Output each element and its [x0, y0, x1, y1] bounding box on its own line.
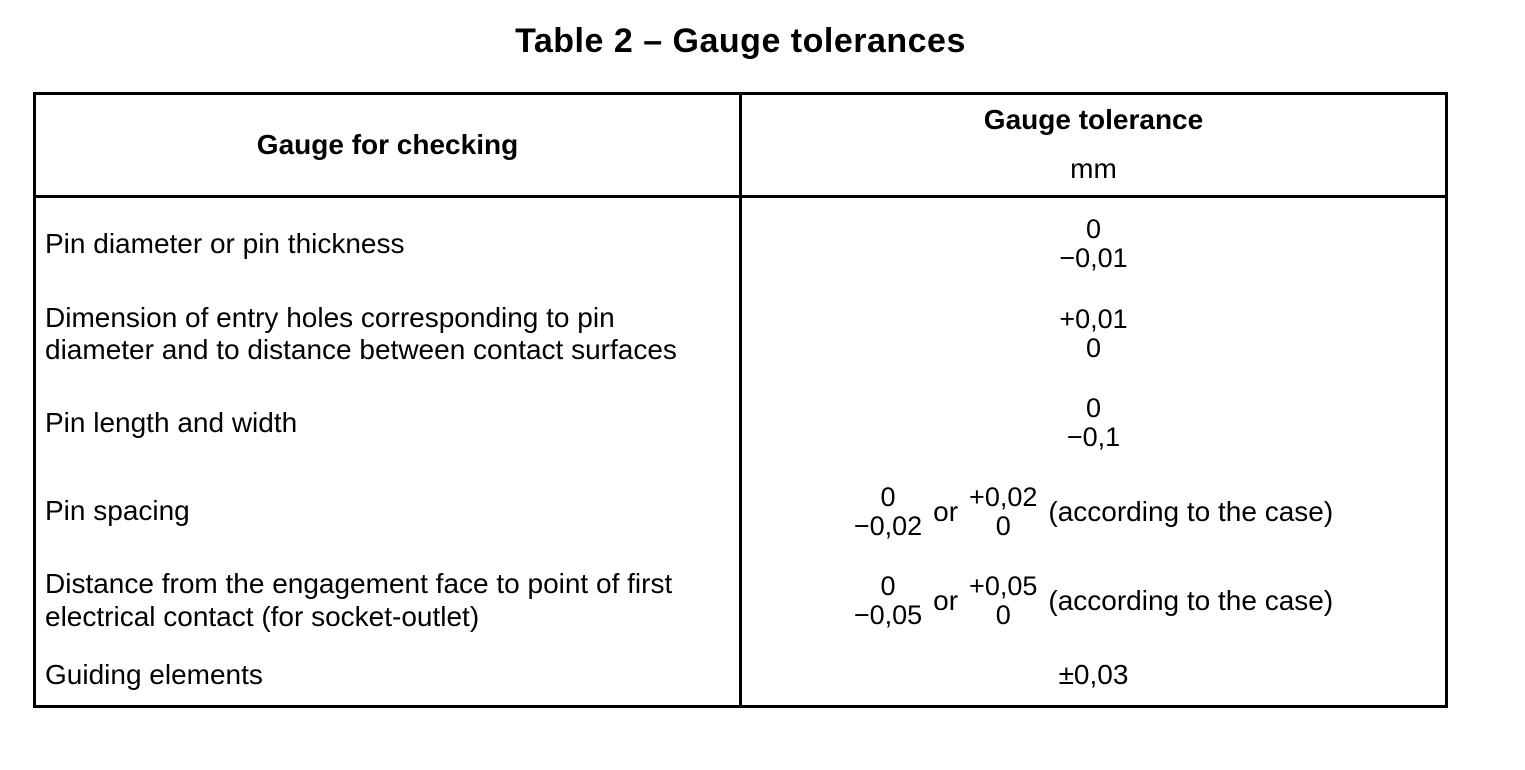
- col-header-gauge-tolerance: Gauge tolerance mm: [740, 93, 1447, 198]
- tolerance-stack: +0,05 0: [969, 570, 1038, 630]
- col-header-unit: mm: [1070, 153, 1117, 184]
- tolerance-lower: −0,05: [853, 599, 923, 630]
- tolerance-cell: 0 −0,01: [741, 197, 1447, 290]
- tolerance-upper: 0: [880, 481, 896, 512]
- table-row: Pin length and width 0 −0,1: [34, 378, 1447, 468]
- table-row: Pin diameter or pin thickness 0 −0,01: [34, 196, 1447, 290]
- tolerance-suffix: (according to the case): [1048, 495, 1334, 527]
- tolerance-lower: 0: [995, 510, 1011, 541]
- tolerance-cell: 0 −0,1: [741, 379, 1447, 468]
- tolerance-suffix: (according to the case): [1048, 584, 1334, 616]
- tolerance-stack: 0 −0,01: [1059, 213, 1128, 273]
- table-row: Distance from the engagement face to poi…: [34, 555, 1447, 646]
- gauge-label-cell: Guiding elements: [34, 645, 742, 707]
- tolerance-lower: 0: [1085, 333, 1101, 363]
- gauge-tolerances-table: Gauge for checking Gauge tolerance mm Pi…: [33, 92, 1448, 708]
- table-row: Dimension of entry holes corresponding t…: [34, 289, 1447, 379]
- tolerance-stack: 0 −0,02: [853, 481, 923, 541]
- tolerance-stack: +0,02 0: [969, 481, 1038, 541]
- tolerance-conjunction: or: [933, 495, 959, 527]
- col-header-gauge-tolerance-title: Gauge tolerance: [983, 104, 1204, 136]
- col-header-gauge-for-checking: Gauge for checking: [34, 93, 742, 198]
- gauge-label-cell: Pin diameter or pin thickness: [34, 196, 742, 290]
- tolerance-value: ±0,03: [1058, 659, 1129, 691]
- header-row: Gauge for checking Gauge tolerance mm: [34, 93, 1447, 198]
- gauge-label-cell: Pin length and width: [34, 378, 742, 468]
- tolerance-lower: −0,02: [853, 510, 923, 541]
- tolerance-upper: +0,02: [969, 481, 1038, 512]
- tolerance-cell: ±0,03: [741, 646, 1447, 707]
- tolerance-upper: +0,01: [1059, 304, 1128, 335]
- tolerance-conjunction: or: [933, 584, 959, 616]
- gauge-label-cell: Pin spacing: [34, 467, 742, 556]
- tolerance-upper: 0: [1085, 393, 1102, 424]
- tolerance-stack: 0 −0,1: [1067, 394, 1120, 452]
- tolerance-upper: +0,05: [969, 570, 1038, 601]
- gauge-label-cell: Dimension of entry holes corresponding t…: [34, 289, 742, 379]
- tolerance-cell: +0,01 0: [741, 290, 1447, 379]
- tolerance-cell: 0 −0,02 or +0,02 0 (according to the cas…: [741, 468, 1447, 556]
- tolerance-lower: −0,1: [1066, 422, 1121, 452]
- table-row: Pin spacing 0 −0,02 or +0,02 0 (accordin…: [34, 467, 1447, 556]
- tolerance-lower: −0,01: [1059, 242, 1128, 273]
- tolerance-upper: 0: [1085, 213, 1101, 244]
- table-row: Guiding elements ±0,03: [34, 645, 1447, 707]
- tolerance-cell: 0 −0,05 or +0,05 0 (according to the cas…: [741, 556, 1447, 646]
- tolerance-stack: +0,01 0: [1059, 305, 1127, 363]
- tolerance-lower: 0: [995, 599, 1011, 630]
- tolerance-stack: 0 −0,05: [853, 570, 923, 630]
- table-title: Table 2 – Gauge tolerances: [515, 22, 966, 60]
- tolerance-upper: 0: [880, 570, 896, 601]
- gauge-label-cell: Distance from the engagement face to poi…: [34, 555, 742, 646]
